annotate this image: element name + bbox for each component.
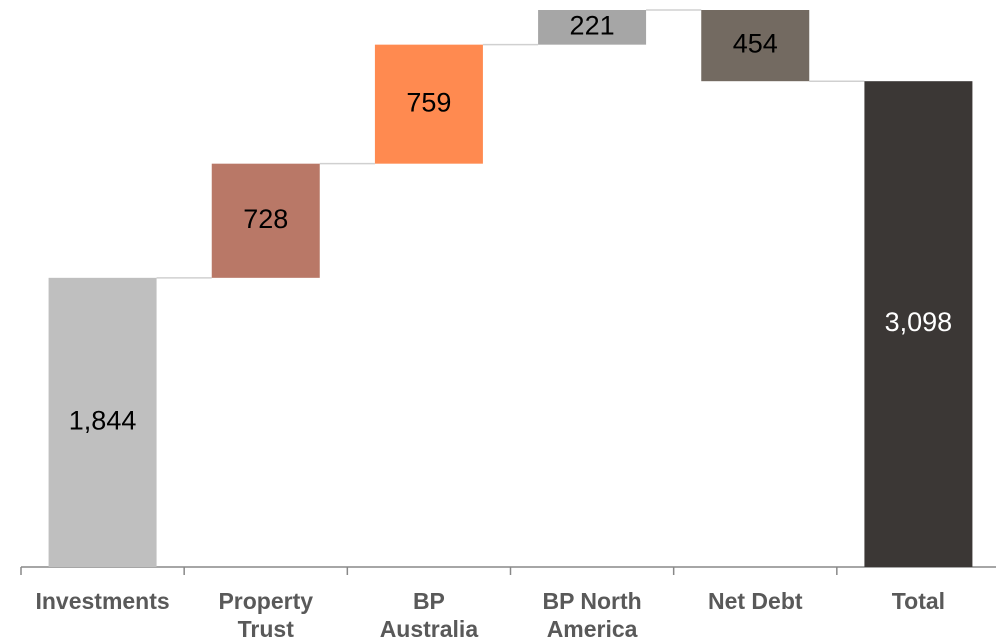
x-tick-label: Net Debt	[708, 588, 803, 614]
bar	[374, 44, 483, 164]
value-label: 759	[406, 87, 451, 117]
value-label: 454	[733, 29, 778, 59]
bar	[211, 163, 320, 278]
x-tick-label: Property Trust	[218, 588, 313, 642]
value-label: 221	[570, 10, 615, 40]
bar	[48, 277, 157, 567]
x-tick-label: Investments	[35, 588, 169, 614]
bar	[864, 81, 973, 568]
value-label: 1,844	[69, 406, 137, 436]
x-tick-label: BP North America	[542, 588, 641, 642]
value-label: 728	[243, 204, 288, 234]
x-tick-label: Total	[892, 588, 945, 614]
bar	[701, 10, 810, 82]
value-label: 3,098	[885, 307, 953, 337]
bar	[538, 10, 647, 45]
x-tick-label: BP Australia	[380, 588, 479, 642]
